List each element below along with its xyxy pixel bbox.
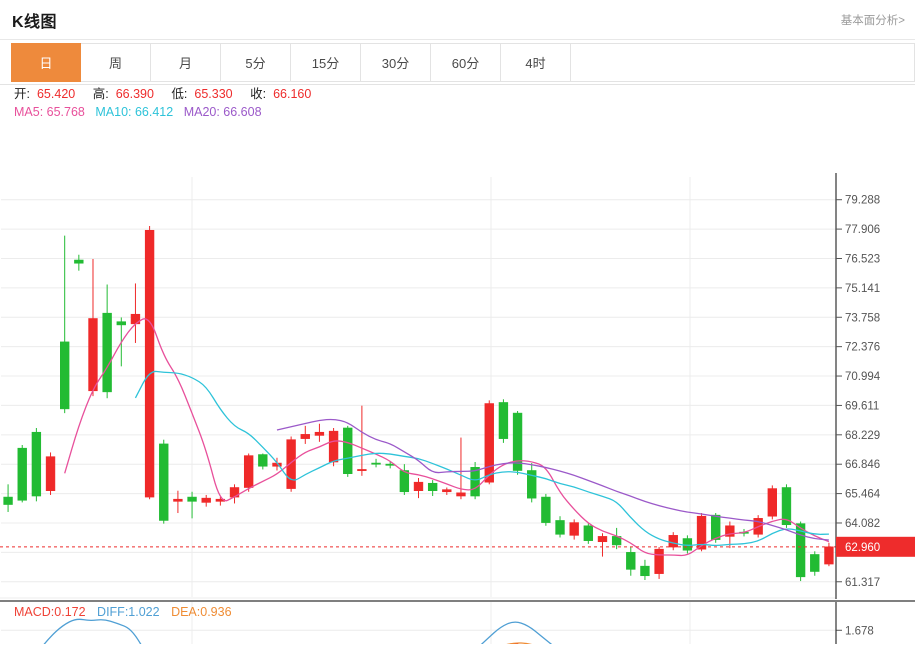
tab-5[interactable]: 30分 — [361, 43, 431, 82]
svg-text:76.523: 76.523 — [845, 254, 880, 266]
period-tabbar: 日周月 5分 15分 30分 60分 4时 — [0, 40, 915, 85]
svg-text:70.994: 70.994 — [845, 371, 881, 383]
chart-area[interactable]: 开: 65.420 高: 66.390 低: 65.330 收: 66.160 MA5:… — [0, 85, 915, 644]
tab-0[interactable]: 日 — [11, 43, 81, 82]
svg-text:79.288: 79.288 — [845, 195, 880, 207]
svg-text:65.464: 65.464 — [845, 489, 881, 501]
fundamental-analysis-link[interactable]: 基本面分析> — [840, 14, 905, 27]
tab-3[interactable]: 5分 — [221, 43, 291, 82]
svg-text:73.758: 73.758 — [845, 312, 880, 324]
svg-text:62.960: 62.960 — [845, 542, 880, 554]
svg-text:69.611: 69.611 — [845, 400, 879, 412]
svg-text:66.846: 66.846 — [845, 459, 880, 471]
svg-text:64.082: 64.082 — [845, 518, 880, 530]
tab-6[interactable]: 60分 — [431, 43, 501, 82]
tab-2[interactable]: 月 — [151, 43, 221, 82]
chart-canvas[interactable]: 79.288 77.906 76.523 75.141 73.758 72.376 70.9… — [0, 85, 915, 644]
tabbar-filler — [571, 43, 915, 82]
page-title: K线图 — [12, 13, 58, 31]
widget-header: K线图 基本面分析> — [0, 0, 915, 40]
svg-text:77.906: 77.906 — [845, 224, 880, 236]
svg-text:61.317: 61.317 — [845, 577, 880, 589]
svg-text:1.678: 1.678 — [845, 625, 874, 637]
svg-text:68.229: 68.229 — [845, 430, 880, 442]
tab-4[interactable]: 15分 — [291, 43, 361, 82]
tab-1[interactable]: 周 — [81, 43, 151, 82]
tab-7[interactable]: 4时 — [501, 43, 571, 82]
svg-text:75.141: 75.141 — [845, 283, 880, 295]
svg-text:72.376: 72.376 — [845, 342, 880, 354]
